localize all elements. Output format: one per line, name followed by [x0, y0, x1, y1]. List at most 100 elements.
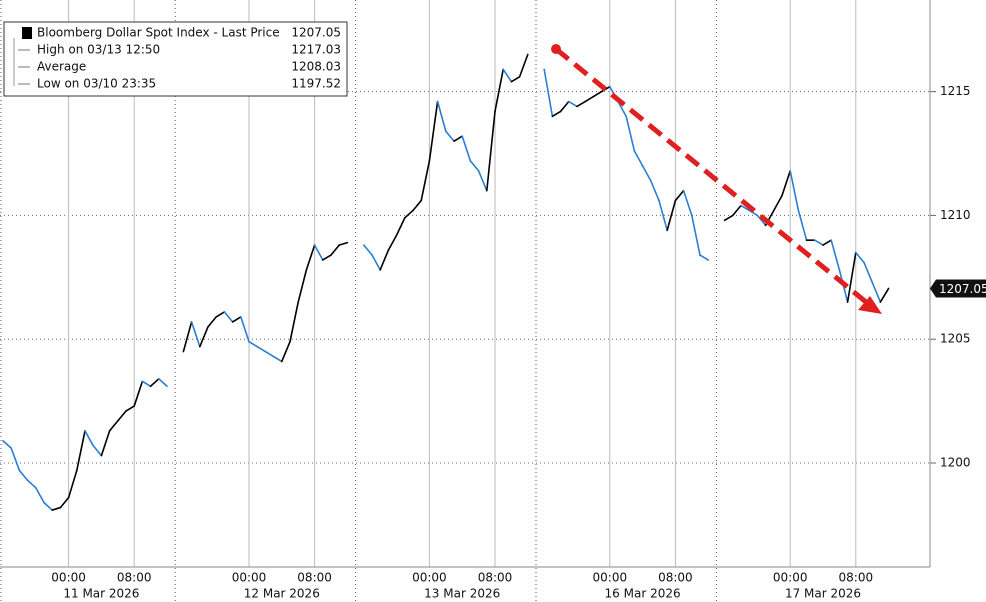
legend-value: 1217.03 [291, 43, 341, 57]
line-segment [76, 430, 86, 472]
line-segment [26, 479, 37, 489]
line-segment [420, 160, 431, 202]
line-segment [863, 261, 874, 284]
line-segment [223, 311, 234, 323]
line-segment [84, 430, 94, 447]
last-price-label: 1207.05 [939, 282, 986, 296]
line-segment [207, 316, 217, 328]
x-tick-label: 08:00 [658, 571, 693, 585]
line-segment [633, 150, 644, 167]
line-segment [125, 405, 135, 412]
line-segment [625, 115, 636, 152]
line-segment [313, 244, 324, 261]
line-segment [871, 281, 882, 303]
line-segment [576, 100, 587, 108]
line-segment [43, 501, 54, 511]
x-date-label: 17 Mar 2026 [785, 587, 861, 601]
line-segment [567, 100, 578, 108]
line-segment [797, 209, 808, 241]
line-segment [485, 110, 496, 192]
marks [2, 53, 890, 511]
line-segment [453, 135, 464, 142]
x-tick-label: 08:00 [478, 571, 513, 585]
line-segment [108, 420, 119, 432]
x-tick-label: 08:00 [297, 571, 332, 585]
line-segment [2, 439, 12, 449]
line-segment [543, 68, 554, 118]
line-segment [412, 199, 423, 212]
line-segment [387, 234, 398, 251]
line-segment [117, 410, 127, 422]
trend-arrow [551, 44, 882, 314]
x-tick-label: 08:00 [839, 571, 874, 585]
line-segment [92, 444, 103, 457]
line-segment [240, 316, 250, 343]
line-segment [854, 251, 865, 264]
legend-label: Bloomberg Dollar Spot Index - Last Price [37, 26, 280, 40]
line-segment [740, 204, 751, 212]
y-tick-label: 1210 [940, 208, 971, 222]
line-segment [723, 214, 734, 222]
line-segment [510, 75, 521, 83]
line-segment [264, 350, 275, 358]
line-segment [280, 340, 291, 363]
line-segment [100, 430, 111, 457]
line-segment [305, 244, 316, 271]
line-segment [461, 135, 472, 162]
line-segment [789, 170, 800, 212]
line-segment [141, 380, 152, 388]
line-segment [592, 90, 603, 98]
line-segment [559, 100, 570, 113]
line-segment [699, 254, 710, 261]
line-segment [428, 100, 439, 162]
line-segment [822, 239, 833, 246]
line-segment [658, 199, 669, 232]
line-segment [149, 378, 160, 388]
line-segment [682, 189, 693, 217]
x-tick-label: 00:00 [232, 571, 267, 585]
line-segment [477, 170, 488, 192]
last-price-tag [930, 279, 986, 298]
line-segment [133, 380, 144, 407]
y-tick-label: 1215 [940, 84, 971, 98]
line-segment [190, 321, 201, 348]
legend-label: Average [37, 60, 86, 74]
line-segment [231, 316, 242, 323]
line-segment [518, 53, 529, 78]
line-segment [395, 217, 406, 237]
line-segment [690, 214, 701, 256]
line-segment [34, 486, 45, 504]
line-segment [215, 311, 226, 318]
line-segment [641, 165, 652, 182]
line-segment [330, 244, 341, 256]
line-segment [321, 254, 332, 261]
line-segment [67, 469, 78, 499]
x-tick-label: 08:00 [117, 571, 152, 585]
legend-label: High on 03/13 12:50 [37, 43, 160, 57]
arrow-head [858, 296, 882, 314]
arrow-shaft [554, 47, 868, 304]
line-segment [649, 179, 660, 202]
line-segment [469, 160, 480, 172]
line-segment [158, 378, 168, 388]
line-segment [846, 251, 857, 303]
x-date-label: 11 Mar 2026 [63, 587, 139, 601]
line-segment [756, 214, 767, 227]
line-segment [748, 209, 759, 217]
y-tick-label: 1205 [940, 332, 971, 346]
legend-value: 1197.52 [291, 77, 341, 91]
y-tick-label: 1200 [940, 456, 971, 470]
line-segment [813, 239, 824, 246]
legend-label: Low on 03/10 23:35 [37, 77, 156, 91]
line-segment [248, 340, 259, 348]
x-tick-label: 00:00 [51, 571, 86, 585]
line-segment [10, 447, 21, 472]
line-segment [379, 249, 390, 271]
line-segment [199, 326, 209, 348]
line-segment [666, 199, 677, 232]
line-segment [781, 170, 792, 197]
line-segment [551, 110, 562, 118]
x-tick-label: 00:00 [593, 571, 628, 585]
